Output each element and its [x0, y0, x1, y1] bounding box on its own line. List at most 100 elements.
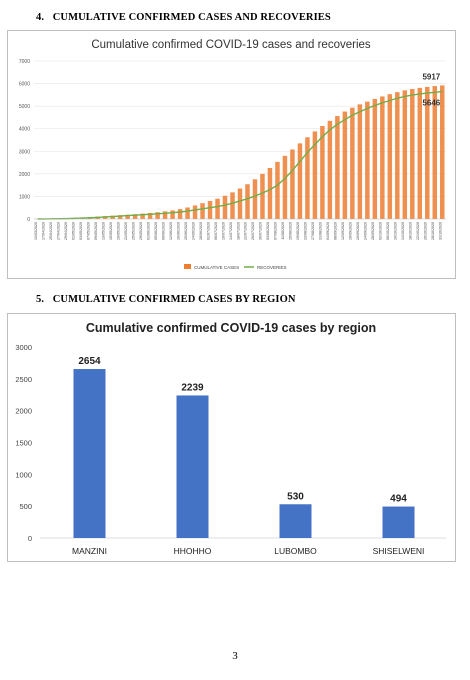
chart-1-cases-data-label: 5917	[422, 72, 440, 81]
chart-1-cases-bar	[222, 195, 228, 219]
chart-1-x-tick-label: 06/07/2020	[214, 222, 218, 240]
chart-2-data-label: 2239	[181, 382, 204, 393]
chart-1-x-tick-label: 19/08/2020	[296, 222, 300, 240]
chart-1-cases-bar	[402, 90, 408, 219]
region-svg: Cumulative confirmed COVID-19 cases by r…	[15, 321, 446, 556]
chart-2-data-label: 2654	[78, 356, 101, 367]
chart-1-cases-bar	[342, 111, 348, 219]
chart-1-x-tick-label: 02/07/2020	[206, 222, 210, 240]
chart-1-y-tick-label: 5000	[19, 104, 30, 110]
chart-1-x-tick-label: 03/08/2020	[266, 222, 270, 240]
chart-2-y-tick-label: 1000	[15, 470, 32, 479]
chart-2-y-tick-label: 1500	[15, 439, 32, 448]
chart-2-y-tick-label: 2500	[15, 375, 32, 384]
chart-1-cases-bar	[312, 131, 318, 219]
chart-1-x-tick-label: 25/04/2020	[49, 222, 53, 240]
chart-1-cases-bar	[185, 207, 190, 219]
chart-1-x-tick-label: 14/10/2020	[401, 222, 405, 240]
chart-1-x-tick-label: 18/07/2020	[236, 222, 240, 240]
chart-2-y-tick-label: 3000	[15, 343, 32, 352]
chart-2-y-tick-label: 0	[28, 534, 32, 543]
chart-1-x-tick-label: 04/09/2020	[326, 222, 330, 240]
cases-recoveries-chart: Cumulative confirmed COVID-19 cases and …	[7, 30, 456, 279]
chart-1-x-tick-label: 12/09/2020	[341, 222, 345, 240]
chart-1-cases-bar	[230, 192, 235, 219]
chart-1-x-tick-label: 20/09/2020	[356, 222, 360, 240]
chart-1-cases-bar	[425, 86, 430, 219]
page-number: 3	[232, 650, 238, 662]
chart-1-y-tick-label: 2000	[19, 172, 30, 178]
chart-1-recoveries-line	[37, 90, 443, 220]
chart-1-cases-bar	[365, 101, 370, 219]
chart-2-y-tick-label: 500	[19, 502, 32, 511]
chart-2-category-label: MANZINI	[72, 546, 107, 556]
chart-1-cases-bar	[350, 107, 355, 219]
chart-1-x-tick-label: 07/05/2020	[86, 222, 90, 240]
chart-2-y-tick-label: 2000	[15, 407, 32, 416]
chart-1-x-tick-label: 26/10/2020	[424, 222, 428, 240]
chart-1-cases-bar	[170, 210, 175, 219]
chart-1-x-tick-label: 14/07/2020	[229, 222, 233, 240]
chart-1-x-tick-label: 19/05/2020	[116, 222, 120, 240]
chart-1-cases-bar	[275, 161, 280, 219]
chart-1-cases-bar	[357, 104, 363, 219]
chart-1-cases-bar	[117, 215, 123, 219]
chart-1-x-tick-label: 18/10/2020	[409, 222, 413, 240]
chart-1-cases-bar	[417, 87, 423, 219]
chart-1-cases-bar	[125, 214, 130, 219]
chart-1-x-tick-label: 16/09/2020	[349, 222, 353, 240]
chart-1-cases-bar	[320, 126, 325, 219]
chart-1-cases-bar	[252, 179, 258, 219]
chart-1-x-tick-label: 06/10/2020	[386, 222, 390, 240]
chart-1-y-tick-label: 7000	[19, 59, 30, 65]
chart-1-cases-bar	[267, 167, 273, 219]
chart-1-x-tick-label: 10/07/2020	[221, 222, 225, 240]
chart-1-legend-cases-label: CUMULATIVE CASES	[194, 265, 239, 270]
chart-1-x-tick-label: 24/06/2020	[191, 222, 195, 240]
chart-1-y-tick-label: 0	[27, 217, 30, 223]
section-5-heading: 5. CUMULATIVE CONFIRMED CASES BY REGION	[36, 294, 296, 305]
chart-1-x-tick-label: 28/06/2020	[199, 222, 203, 240]
chart-1-cases-bar	[327, 120, 333, 219]
chart-1-cases-bar	[432, 86, 438, 219]
chart-1-x-tick-label: 09/06/2020	[161, 222, 165, 240]
chart-1-x-tick-label: 25/05/2020	[131, 222, 135, 240]
chart-1-cases-bar	[395, 92, 400, 219]
section-5-title: CUMULATIVE CONFIRMED CASES BY REGION	[52, 294, 296, 305]
chart-1-x-tick-label: 27/04/2020	[56, 222, 60, 240]
chart-1-x-tick-label: 05/06/2020	[154, 222, 158, 240]
chart-1-x-tick-label: 13/03/2020	[34, 222, 38, 240]
chart-2-bar	[73, 369, 106, 538]
chart-1-x-tick-label: 22/07/2020	[244, 222, 248, 240]
chart-1-cases-bar	[155, 212, 160, 219]
chart-1-x-tick-label: 23/08/2020	[304, 222, 308, 240]
chart-1-x-tick-label: 24/09/2020	[364, 222, 368, 240]
chart-2-category-label: SHISELWENI	[373, 546, 425, 556]
chart-1-cases-bar	[200, 203, 205, 219]
chart-2-data-label: 530	[287, 491, 304, 502]
chart-1-x-tick-label: 28/10/2020	[431, 222, 435, 240]
chart-2-category-label: LUBOMBO	[274, 546, 317, 556]
chart-1-x-tick-label: 02/10/2020	[379, 222, 383, 240]
chart-1-y-tick-label: 6000	[19, 82, 30, 88]
chart-1-cases-bar	[177, 209, 183, 219]
chart-1-x-tick-label: 21/05/2020	[124, 222, 128, 240]
chart-1-x-tick-label: 15/05/2020	[109, 222, 113, 240]
chart-1-x-tick-label: 08/09/2020	[334, 222, 338, 240]
chart-1-x-tick-label: 09/05/2020	[94, 222, 98, 240]
chart-1-x-tick-label: 03/05/2020	[79, 222, 83, 240]
chart-1-x-tick-label: 31/10/2020	[439, 222, 443, 240]
chart-1-cases-bar	[290, 149, 295, 219]
chart-1-x-tick-label: 15/08/2020	[289, 222, 293, 240]
chart-1-cases-bar	[440, 85, 445, 219]
chart-1-x-tick-label: 31/08/2020	[319, 222, 323, 240]
chart-1-legend-recoveries-label: RECOVERIES	[257, 265, 287, 270]
chart-1-x-tick-label: 28/09/2020	[371, 222, 375, 240]
chart-1-cases-bar	[410, 88, 415, 219]
region-chart: Cumulative confirmed COVID-19 cases by r…	[7, 313, 456, 562]
chart-1-cases-bar	[215, 198, 220, 219]
section-4-number: 4.	[36, 12, 45, 23]
chart-1-cases-bar	[237, 188, 243, 219]
chart-1-x-tick-label: 07/08/2020	[274, 222, 278, 240]
chart-1-cases-bar	[140, 213, 145, 219]
